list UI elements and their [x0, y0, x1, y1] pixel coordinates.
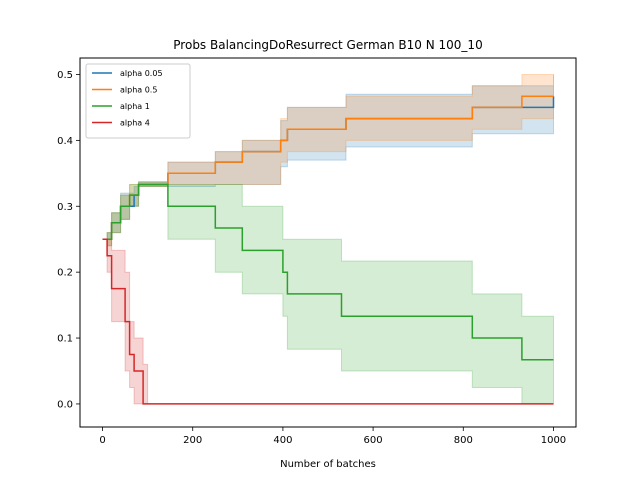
chart-title: Probs BalancingDoResurrect German B10 N … [173, 38, 482, 52]
legend-box [85, 63, 191, 139]
series-line-alpha-1 [102, 183, 554, 361]
x-tick-label: 800 [454, 435, 473, 446]
series-lines [102, 95, 555, 405]
x-tick-label: 0 [99, 435, 105, 446]
y-tick-label: 0.0 [57, 399, 73, 410]
legend-label-alpha-4: alpha 4 [120, 119, 150, 128]
x-axis: 0 200 400 600 800 1000 [99, 427, 566, 446]
y-tick-label: 0.4 [57, 136, 73, 147]
band-alpha-0-05 [102, 74, 554, 240]
series-line-alpha-4 [102, 238, 554, 405]
y-tick-label: 0.5 [57, 70, 73, 81]
y-tick-label: 0.3 [57, 202, 73, 213]
y-tick-label: 0.1 [57, 334, 73, 345]
legend-label-alpha-0-05: alpha 0.05 [120, 69, 163, 78]
x-tick-label: 600 [364, 435, 383, 446]
x-axis-label: Number of batches [280, 459, 376, 470]
legend: alpha 0.05 alpha 0.5 alpha 1 alpha 4 [85, 63, 191, 139]
plot-frame [79, 57, 577, 428]
x-tick-label: 400 [273, 435, 292, 446]
y-axis: 0.0 0.1 0.2 0.3 0.4 0.5 [57, 70, 80, 410]
x-tick-label: 200 [183, 435, 202, 446]
legend-label-alpha-0-5: alpha 0.5 [120, 86, 157, 95]
y-tick-label: 0.2 [57, 268, 73, 279]
x-tick-label: 1000 [541, 435, 566, 446]
legend-label-alpha-1: alpha 1 [120, 102, 150, 111]
